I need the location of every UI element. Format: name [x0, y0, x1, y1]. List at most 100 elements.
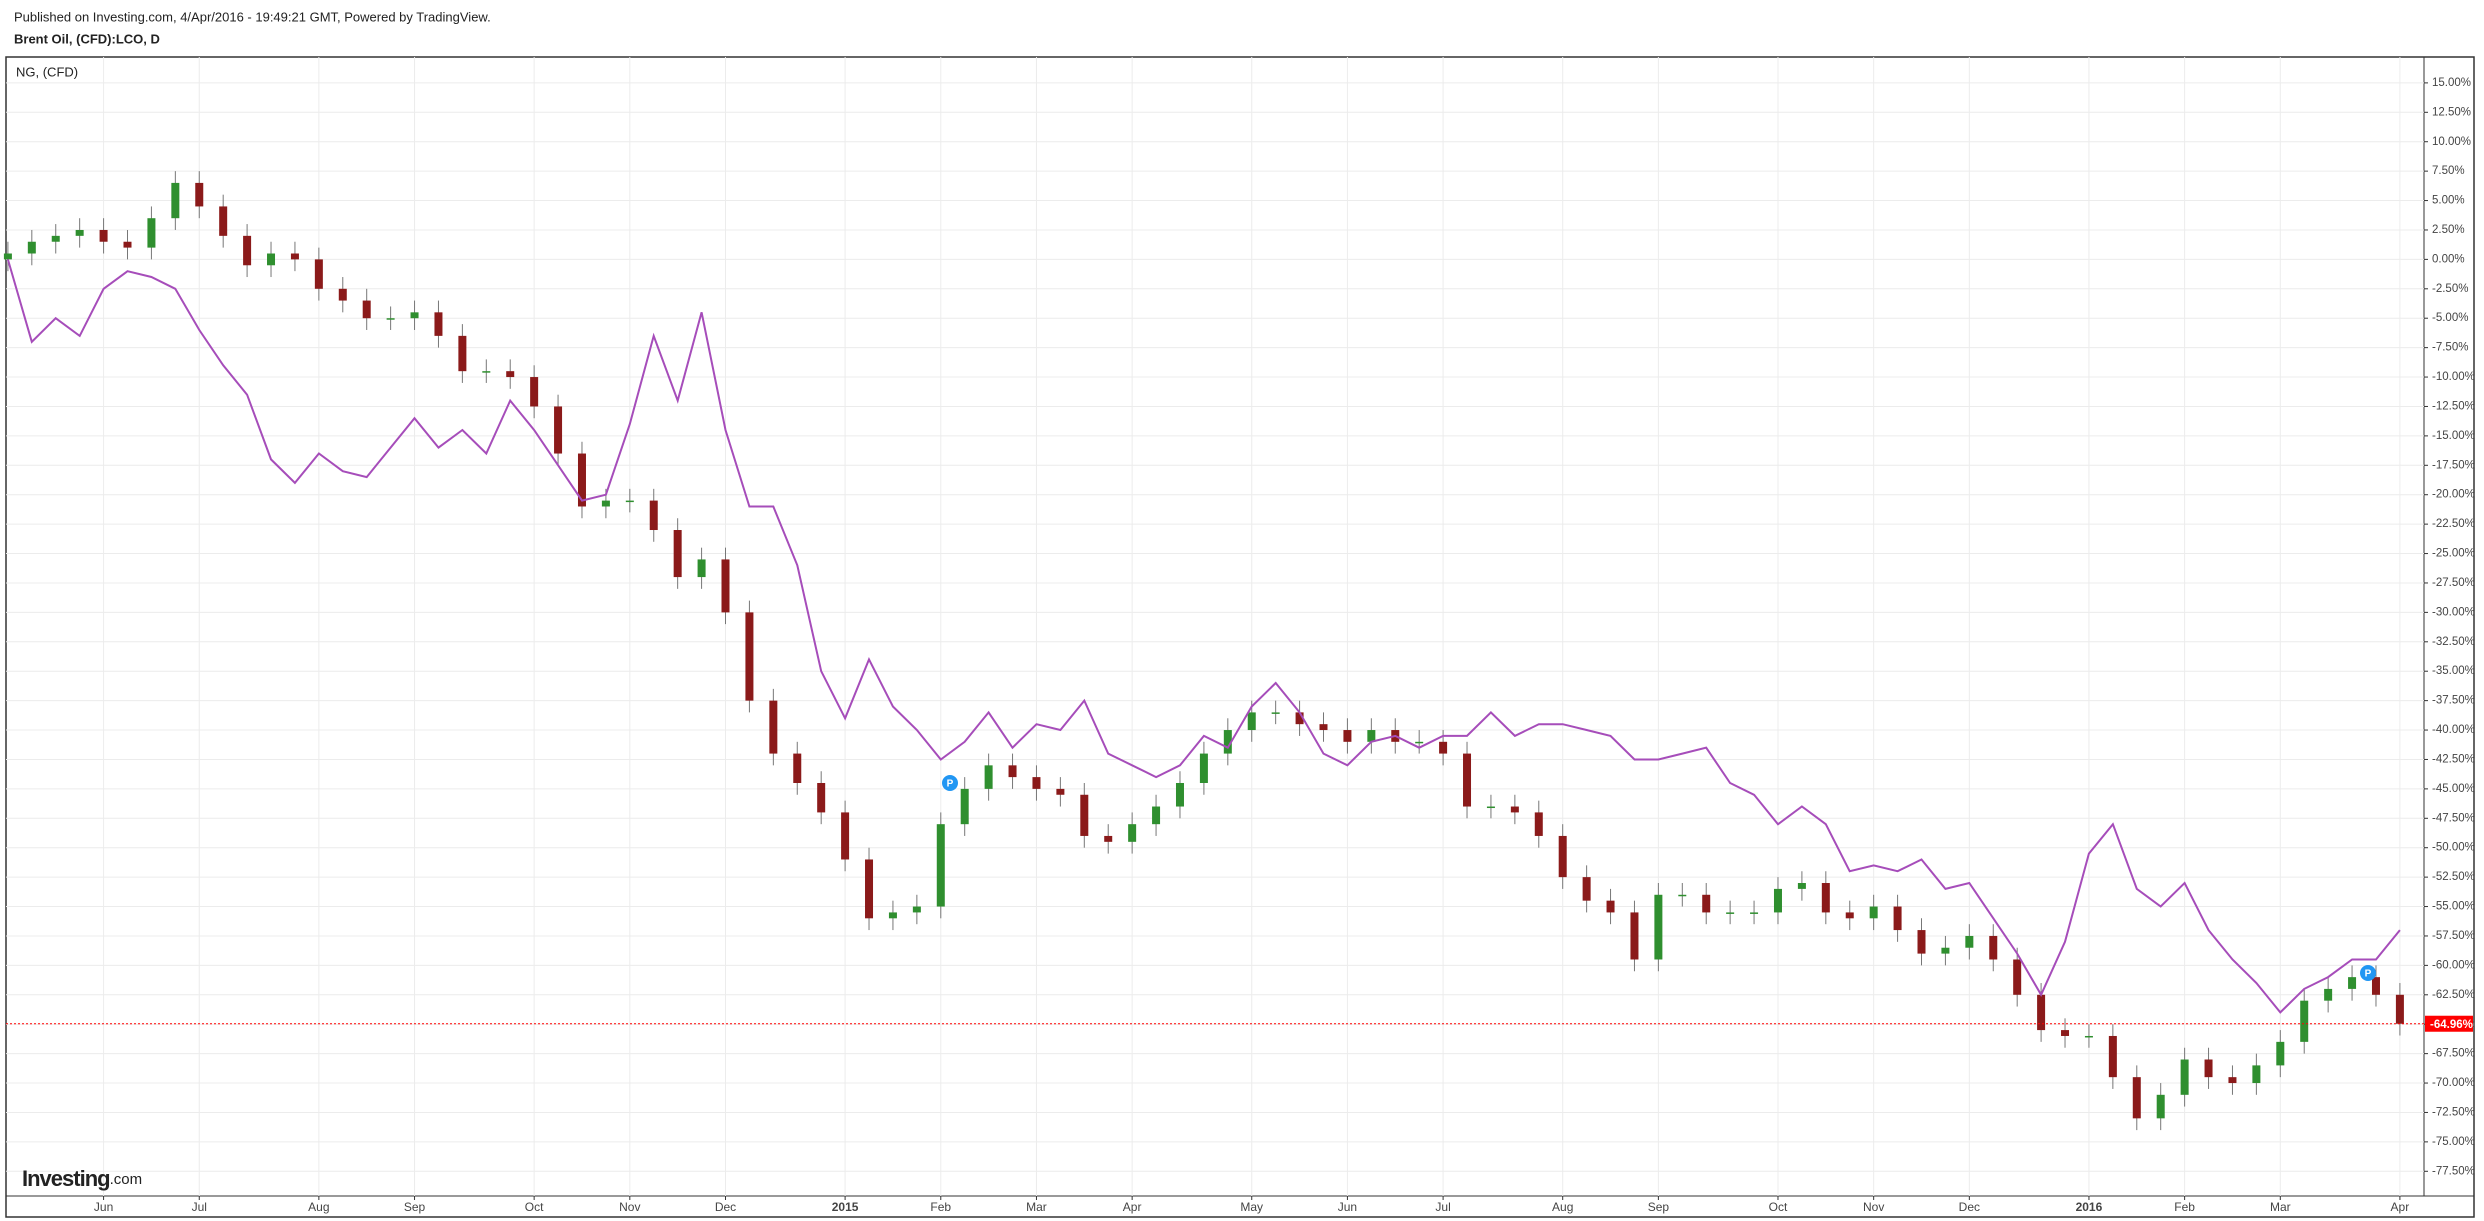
- x-tick-label: Mar: [1026, 1200, 1047, 1214]
- candle-body: [1893, 906, 1902, 931]
- candle-body: [769, 700, 778, 754]
- candle-body: [2228, 1077, 2237, 1084]
- candle-body: [1175, 782, 1184, 807]
- x-tick-label: Apr: [2391, 1200, 2410, 1214]
- candle-body: [1821, 883, 1830, 913]
- candle-body: [267, 253, 276, 266]
- marks: [3, 171, 2424, 1131]
- candle-body: [2037, 994, 2046, 1031]
- y-tick-label: 15.00%: [2432, 77, 2471, 89]
- x-tick-label: Aug: [308, 1200, 329, 1214]
- y-tick-label: -12.50%: [2432, 400, 2475, 412]
- y-tick-label: 10.00%: [2432, 136, 2471, 148]
- marker: P: [2360, 965, 2376, 981]
- candle-body: [458, 335, 467, 372]
- y-tick-label: -45.00%: [2432, 783, 2475, 795]
- y-tick-label: -72.50%: [2432, 1106, 2475, 1118]
- y-tick-label: -47.50%: [2432, 812, 2475, 824]
- candle-body: [673, 530, 682, 578]
- y-tick-label: 7.50%: [2432, 165, 2465, 177]
- candle-body: [745, 612, 754, 701]
- marker-label: P: [2365, 969, 2372, 980]
- candle-body: [2132, 1077, 2141, 1119]
- candle-body: [1486, 806, 1495, 809]
- y-tick-label: -77.50%: [2432, 1165, 2475, 1177]
- candle-body: [888, 912, 897, 919]
- y-tick-label: -5.00%: [2432, 312, 2468, 324]
- candle-body: [1941, 947, 1950, 954]
- x-tick-label: Feb: [2174, 1200, 2195, 1214]
- x-tick-label: Jun: [1338, 1200, 1357, 1214]
- candle-body: [960, 788, 969, 825]
- candle-body: [912, 906, 921, 913]
- candle-body: [27, 241, 36, 254]
- candle-body: [1582, 877, 1591, 901]
- y-tick-label: -10.00%: [2432, 371, 2475, 383]
- candle-body: [530, 377, 539, 407]
- y-tick-label: -22.50%: [2432, 518, 2475, 530]
- x-tick-label: Oct: [525, 1200, 544, 1214]
- candle-body: [984, 765, 993, 789]
- candle-body: [1989, 935, 1998, 960]
- candle-body: [386, 318, 395, 320]
- candle-body: [2084, 1035, 2093, 1038]
- candle-body: [1223, 730, 1232, 754]
- logo-main: Investing: [22, 1166, 110, 1191]
- x-tick-label: May: [1240, 1200, 1263, 1214]
- candle-body: [721, 559, 730, 613]
- candle-body: [1152, 806, 1161, 825]
- y-tick-label: 0.00%: [2432, 253, 2465, 265]
- candle-body: [3, 253, 12, 260]
- candle-body: [1726, 912, 1735, 914]
- x-tick-label: 2016: [2076, 1200, 2103, 1214]
- candle-body: [410, 312, 419, 319]
- candle-body: [1271, 712, 1280, 714]
- candle-body: [2156, 1094, 2165, 1119]
- x-tick-label: Nov: [1863, 1200, 1884, 1214]
- candle-body: [1415, 741, 1424, 744]
- x-tick-label: Mar: [2270, 1200, 2291, 1214]
- candle-body: [1319, 724, 1328, 731]
- candle-body: [601, 500, 610, 507]
- x-tick-label: Dec: [715, 1200, 736, 1214]
- grid: [6, 57, 2424, 1196]
- y-tick-label: -62.50%: [2432, 989, 2475, 1001]
- candle-body: [1558, 835, 1567, 878]
- candle-body: [1104, 835, 1113, 842]
- candle-body: [1606, 900, 1615, 913]
- candle-body: [625, 500, 634, 503]
- candle-body: [1869, 906, 1878, 919]
- candle-body: [219, 206, 228, 236]
- x-tick-label: Oct: [1769, 1200, 1788, 1214]
- y-tick-label: -27.50%: [2432, 577, 2475, 589]
- candle-body: [554, 406, 563, 454]
- y-tick-label: 5.00%: [2432, 195, 2465, 207]
- candle-body: [75, 229, 84, 236]
- candle-body: [1343, 730, 1352, 742]
- candle-body: [123, 241, 132, 248]
- y-tick-label: -67.50%: [2432, 1048, 2475, 1060]
- y-tick-label: -35.00%: [2432, 665, 2475, 677]
- candle-body: [338, 288, 347, 301]
- x-tick-label: Aug: [1552, 1200, 1573, 1214]
- candle-body: [1630, 912, 1639, 960]
- x-tick-label: Sep: [404, 1200, 426, 1214]
- candle-body: [482, 371, 491, 373]
- candle-body: [1367, 730, 1376, 742]
- candle-body: [793, 753, 802, 783]
- candle-body: [314, 259, 323, 289]
- candle-body: [362, 300, 371, 319]
- candle-body: [1247, 712, 1256, 731]
- candle-body: [1510, 806, 1519, 813]
- candle-body: [2276, 1041, 2285, 1066]
- x-tick-label: Nov: [619, 1200, 640, 1214]
- candle-body: [2252, 1065, 2261, 1084]
- candle-body: [2061, 1030, 2070, 1036]
- x-tick-label: Feb: [930, 1200, 951, 1214]
- chart-frame: [5, 56, 2475, 1218]
- candle-body: [195, 182, 204, 207]
- chart-title: Brent Oil, (CFD):LCO, D: [14, 31, 160, 46]
- x-tick-label: Sep: [1648, 1200, 1670, 1214]
- y-tick-label: -17.50%: [2432, 459, 2475, 471]
- candle-body: [2108, 1035, 2117, 1078]
